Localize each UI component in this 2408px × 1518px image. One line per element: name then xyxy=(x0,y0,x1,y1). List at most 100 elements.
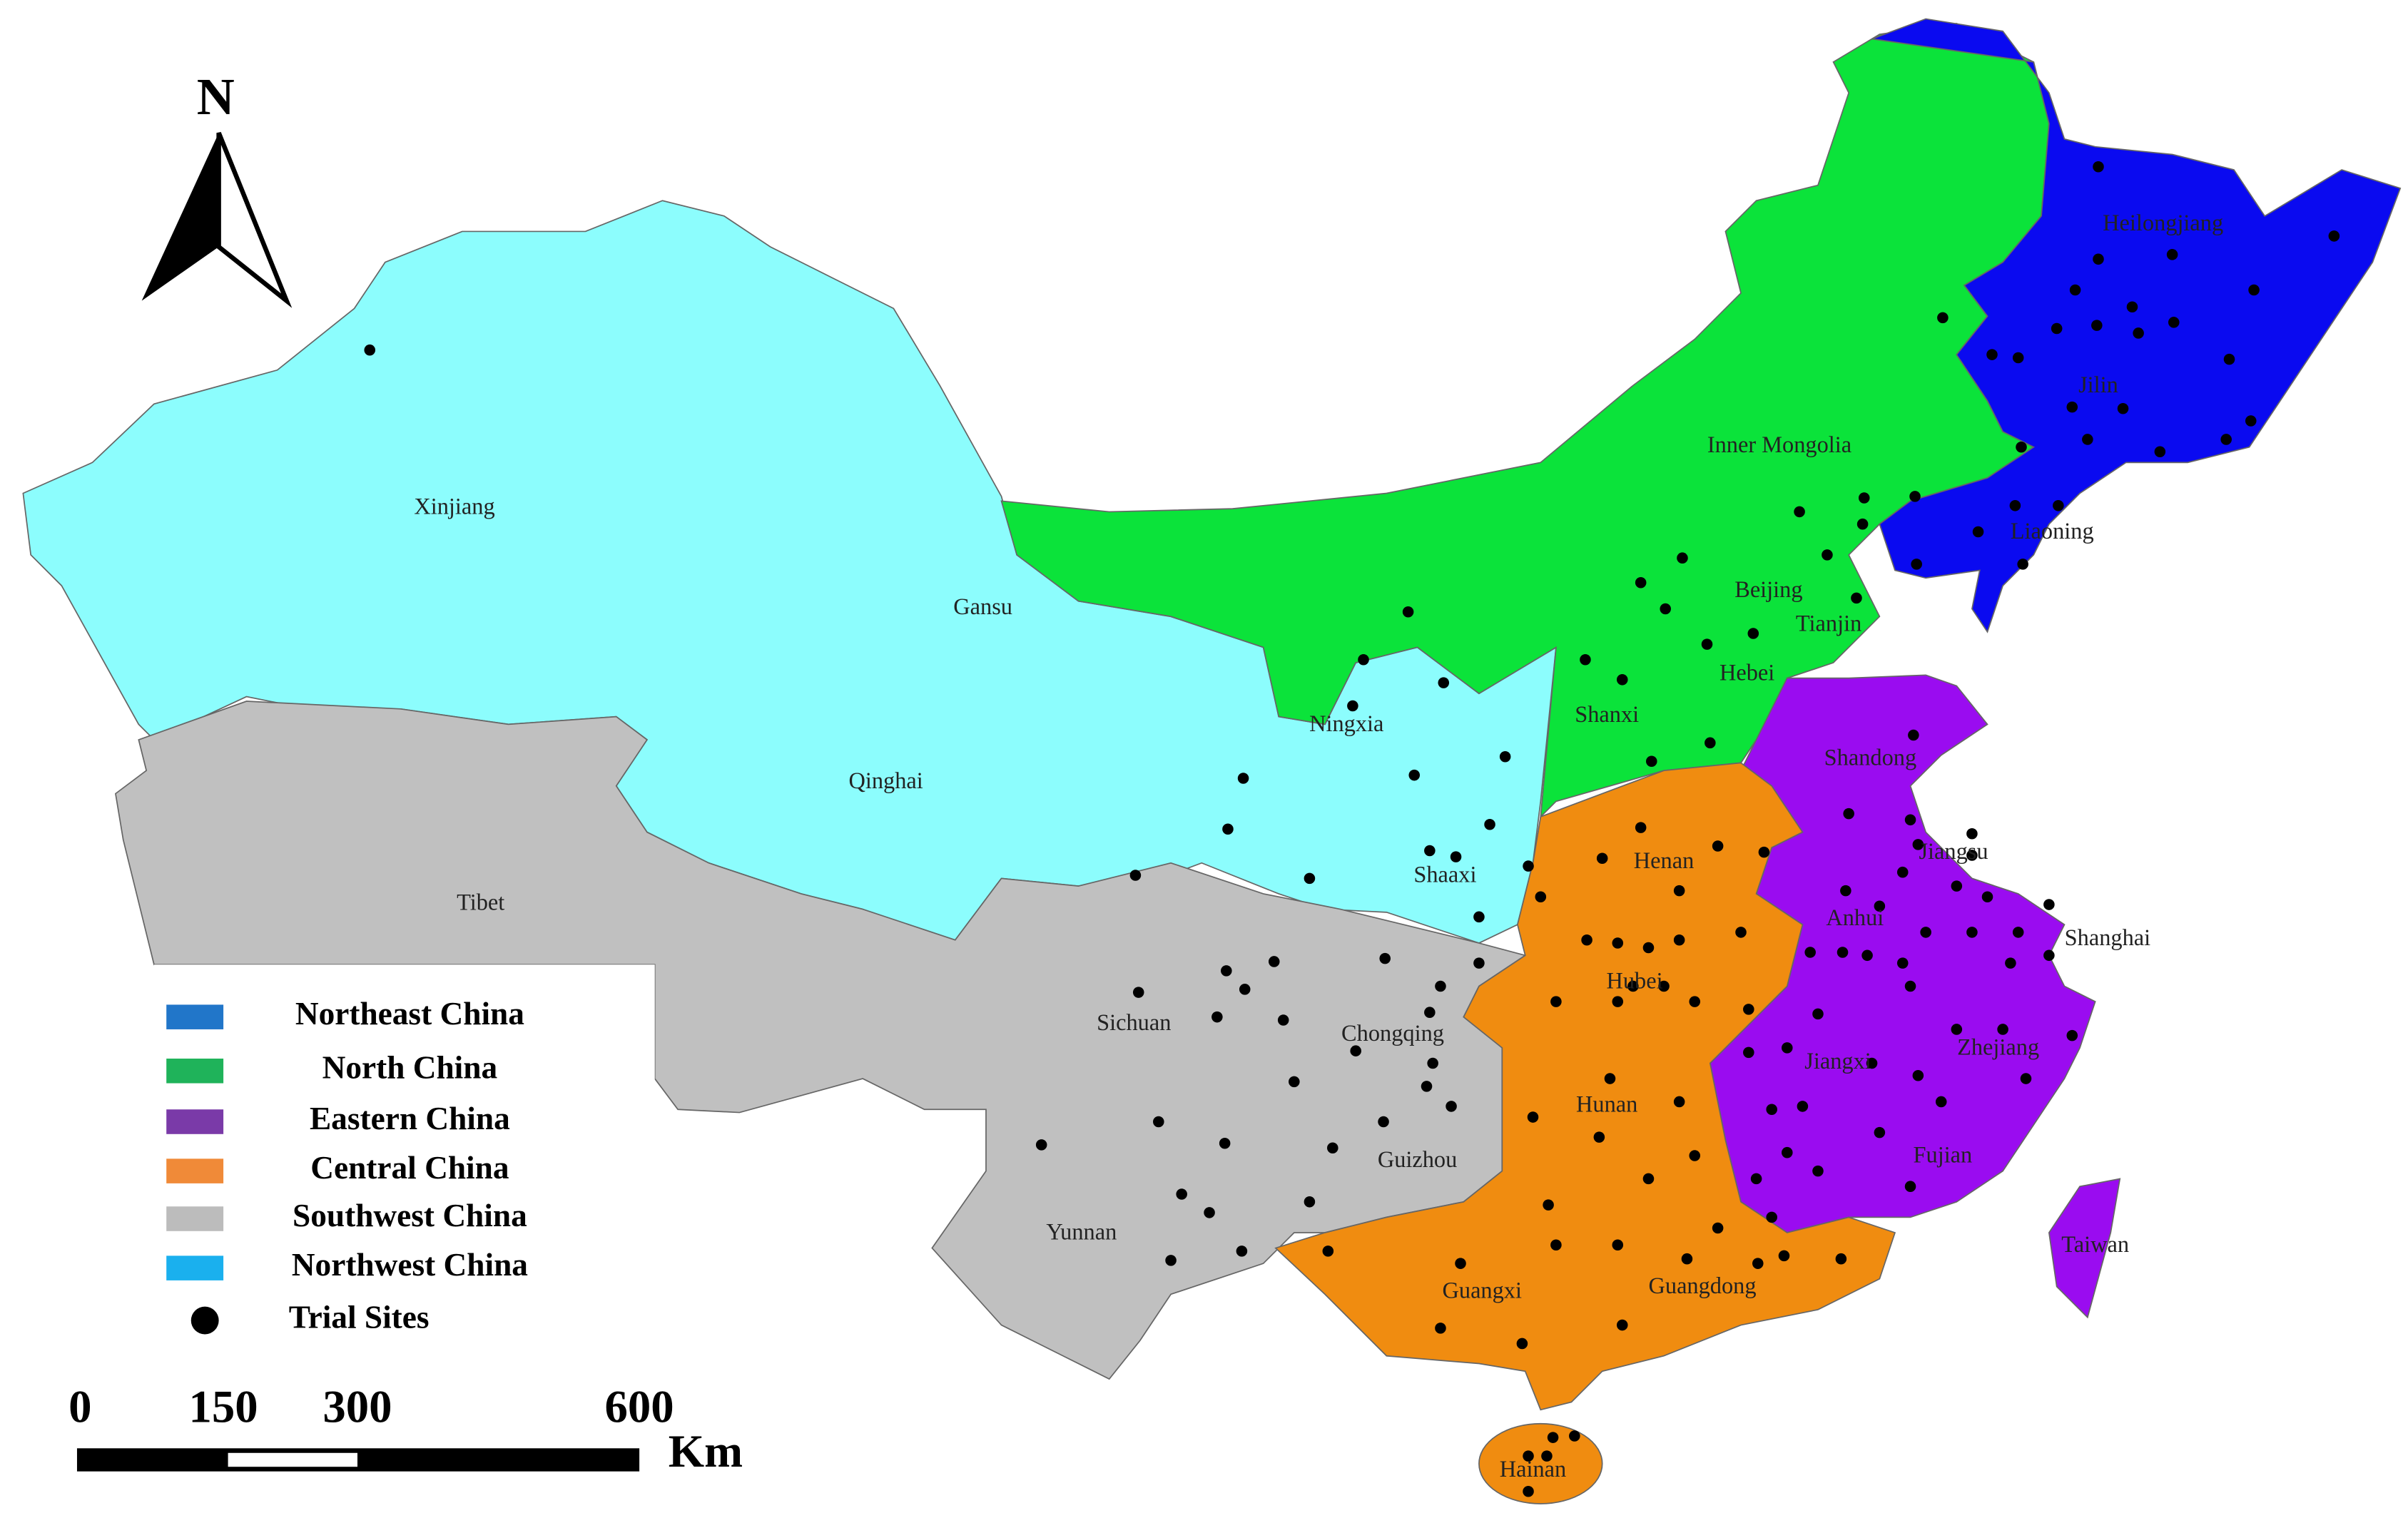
scale-label: 0 xyxy=(68,1381,91,1432)
trial-site xyxy=(1304,872,1316,885)
trial-site xyxy=(2093,253,2104,265)
trial-site xyxy=(1766,1104,1777,1116)
trial-site xyxy=(2328,230,2340,242)
north-label: N xyxy=(197,68,235,126)
trial-site xyxy=(1673,934,1685,946)
province-label: Hunan xyxy=(1576,1091,1637,1117)
province-label: Shanghai xyxy=(2065,925,2151,951)
province-label: Inner Mongolia xyxy=(1707,432,1851,458)
trial-site xyxy=(1569,1430,1580,1442)
trial-site xyxy=(1612,937,1624,949)
province-label: Xinjiang xyxy=(414,494,494,520)
trial-site xyxy=(1743,1046,1754,1059)
province-label: Chongqing xyxy=(1341,1021,1444,1046)
trial-site xyxy=(1812,1008,1824,1020)
trial-site xyxy=(1612,1239,1624,1251)
trial-site xyxy=(1837,947,1849,958)
trial-site xyxy=(1523,860,1534,872)
trial-site xyxy=(1484,818,1495,830)
trial-site xyxy=(2093,161,2104,173)
trial-site xyxy=(1951,1024,1963,1035)
trial-site xyxy=(1856,518,1869,530)
legend-label: Southwest China xyxy=(293,1198,527,1233)
region-area xyxy=(1274,762,1896,1411)
trial-site xyxy=(2066,401,2078,413)
legend-label: Northeast China xyxy=(295,996,524,1031)
trial-site xyxy=(1635,822,1647,833)
trial-site xyxy=(1593,1131,1605,1143)
province-label: Yunnan xyxy=(1046,1220,1117,1246)
province-label: Tibet xyxy=(457,890,504,915)
scale-bar-body xyxy=(76,1448,640,1472)
trial-site xyxy=(1735,927,1747,938)
trial-site xyxy=(1176,1188,1187,1200)
trial-site xyxy=(1581,934,1592,946)
trial-site xyxy=(1804,947,1816,958)
trial-site xyxy=(1516,1338,1528,1350)
province-label: Hebei xyxy=(1719,661,1774,686)
trial-site xyxy=(1937,312,1949,324)
trial-site xyxy=(1858,492,1870,504)
province-label: Ningxia xyxy=(1309,711,1383,737)
trial-site xyxy=(1782,1042,1793,1054)
legend-label: North China xyxy=(322,1050,498,1086)
legend-label: Central China xyxy=(310,1150,509,1186)
trial-site xyxy=(1473,911,1485,923)
trial-site xyxy=(1327,1142,1338,1153)
trial-site xyxy=(2043,949,2055,962)
trial-site xyxy=(1424,1007,1436,1018)
trial-site xyxy=(1673,1096,1685,1108)
province-label: Guangdong xyxy=(1649,1273,1757,1299)
province-label: Anhui xyxy=(1826,905,1884,931)
trial-site xyxy=(1596,852,1608,865)
trial-site xyxy=(2245,415,2257,427)
province-label: Sichuan xyxy=(1097,1010,1171,1036)
province-label: Tianjin xyxy=(1796,611,1861,637)
trial-site xyxy=(1866,1057,1878,1069)
scale-label: 600 xyxy=(605,1381,674,1432)
trial-site xyxy=(2053,500,2064,511)
trial-site xyxy=(1435,1323,1446,1334)
arrow-right xyxy=(216,132,293,308)
province-label: Taiwan xyxy=(2061,1232,2129,1258)
trial-site xyxy=(1782,1146,1793,1158)
trial-site xyxy=(1550,1239,1562,1251)
province-label: Jiangxi xyxy=(1804,1049,1871,1074)
trial-site xyxy=(2220,434,2232,445)
trial-site xyxy=(1758,846,1770,858)
trial-site xyxy=(1616,674,1628,686)
scale-label: 300 xyxy=(322,1381,392,1432)
scale-bar-segment xyxy=(228,1452,357,1467)
legend-swatch xyxy=(166,1206,224,1231)
legend-swatch xyxy=(166,1109,224,1134)
trial-site xyxy=(1904,1181,1916,1192)
trial-site xyxy=(2066,1029,2078,1041)
trial-site xyxy=(1752,1258,1764,1269)
trial-site xyxy=(1035,1139,1047,1151)
trial-site xyxy=(2223,353,2235,365)
trial-site xyxy=(2051,322,2063,335)
trial-site xyxy=(1378,1116,1389,1128)
trial-site xyxy=(1219,1137,1231,1149)
trial-site xyxy=(1896,866,1909,878)
trial-site xyxy=(1347,700,1358,712)
trial-site xyxy=(1211,1011,1223,1023)
trial-site xyxy=(1424,845,1436,857)
trial-site xyxy=(1642,1173,1655,1185)
trial-site xyxy=(1835,1253,1847,1265)
trial-site xyxy=(1473,957,1485,969)
province-label: Hubei xyxy=(1606,969,1662,994)
region-area xyxy=(1478,1422,1603,1504)
province-label: Guizhou xyxy=(1378,1147,1458,1173)
trial-site xyxy=(1843,808,1854,820)
trial-site xyxy=(1268,956,1280,967)
legend-box xyxy=(153,964,655,1518)
trial-site xyxy=(1747,628,1759,639)
legend-swatch xyxy=(166,1004,224,1029)
trial-site xyxy=(2166,249,2178,260)
trial-site xyxy=(1435,980,1446,992)
trial-site xyxy=(1627,980,1639,992)
trial-site xyxy=(1750,1173,1762,1185)
